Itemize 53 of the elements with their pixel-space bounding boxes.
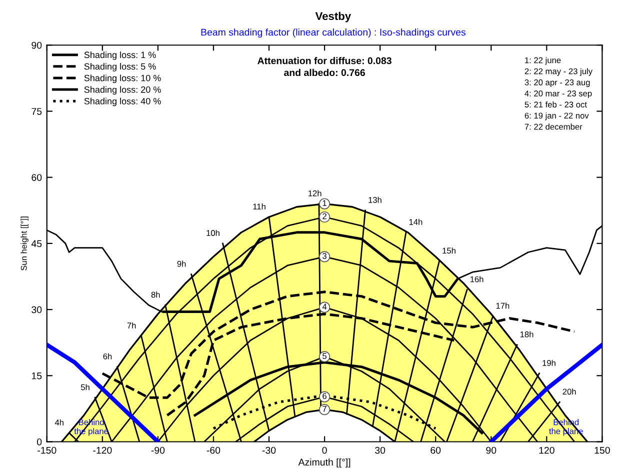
annotation: 15h (442, 247, 456, 254)
annotation: 14h (409, 218, 422, 225)
annotation: 2 (322, 213, 326, 220)
annotation: 12h (308, 190, 322, 196)
annotation: 18h (520, 331, 534, 338)
annotation: 16h (470, 276, 484, 282)
x-axis-title: Azimuth [[°]] (298, 458, 350, 468)
annotation: 9h (177, 260, 186, 267)
y-tick-label: 75 (32, 108, 42, 115)
annotation: Attenuation for diffuse: 0.083 and albedo: 0.766 (258, 57, 392, 76)
annotation: 11h (253, 203, 266, 210)
x-tick-label: -30 (262, 446, 276, 454)
x-tick-label: -150 (38, 446, 56, 454)
annotation: 3 (322, 252, 326, 259)
annotation: 6 (322, 393, 326, 400)
annotation: 10h (206, 230, 220, 236)
annotation: 19h (542, 360, 556, 366)
legend-label: Shading loss: 10 % (84, 74, 161, 84)
x-tick-label: -90 (151, 446, 165, 454)
y-tick-label: 0 (37, 438, 42, 446)
legend-label: Shading loss: 20 % (84, 86, 161, 95)
y-tick-label: 15 (32, 372, 42, 380)
annotation: 7 (322, 406, 326, 412)
annotation: 4h (54, 419, 64, 426)
annotation: 6h (103, 353, 112, 360)
x-tick-label: 60 (430, 446, 441, 454)
annotation: 13h (368, 196, 382, 203)
x-tick-label: 120 (539, 446, 554, 454)
y-tick-label: 90 (32, 42, 42, 49)
x-tick-label: 150 (594, 446, 610, 454)
y-axis-title: Sun height [[°]] (20, 216, 28, 270)
annotation: 20h (562, 388, 576, 395)
chart-subtitle: Beam shading factor (linear calculation) : Iso-shadings curves (201, 28, 466, 38)
x-tick-label: 90 (486, 446, 496, 454)
chart-title: Vestby (315, 12, 352, 22)
y-tick-label: 60 (32, 174, 42, 181)
annotation: 4 (322, 304, 327, 310)
x-tick-label: -60 (206, 446, 220, 454)
annotation: 5h (80, 384, 90, 390)
legend-label: Shading loss: 1 % (84, 51, 156, 60)
legend-label: Shading loss: 5 % (84, 63, 156, 72)
annotation: 8h (151, 292, 160, 298)
annotation: 7h (127, 322, 136, 328)
annotation: 1: 22 june 2: 22 may - 23 july 3: 20 apr - 23 aug 4: 20 mar - 23 sep 5: 21 feb - 23 oct 6: 19 jan - 22 nov 7: 22 december (524, 57, 593, 130)
annotation: 1 (322, 200, 326, 206)
x-tick-label: -120 (93, 446, 112, 454)
y-tick-label: 30 (32, 306, 42, 314)
annotation: 5 (322, 353, 327, 359)
y-tick-label: 45 (31, 240, 42, 248)
x-tick-label: 0 (322, 446, 327, 454)
annotation: 17h (496, 302, 510, 309)
x-tick-label: 30 (375, 446, 386, 454)
legend-label: Shading loss: 40 % (84, 98, 161, 106)
